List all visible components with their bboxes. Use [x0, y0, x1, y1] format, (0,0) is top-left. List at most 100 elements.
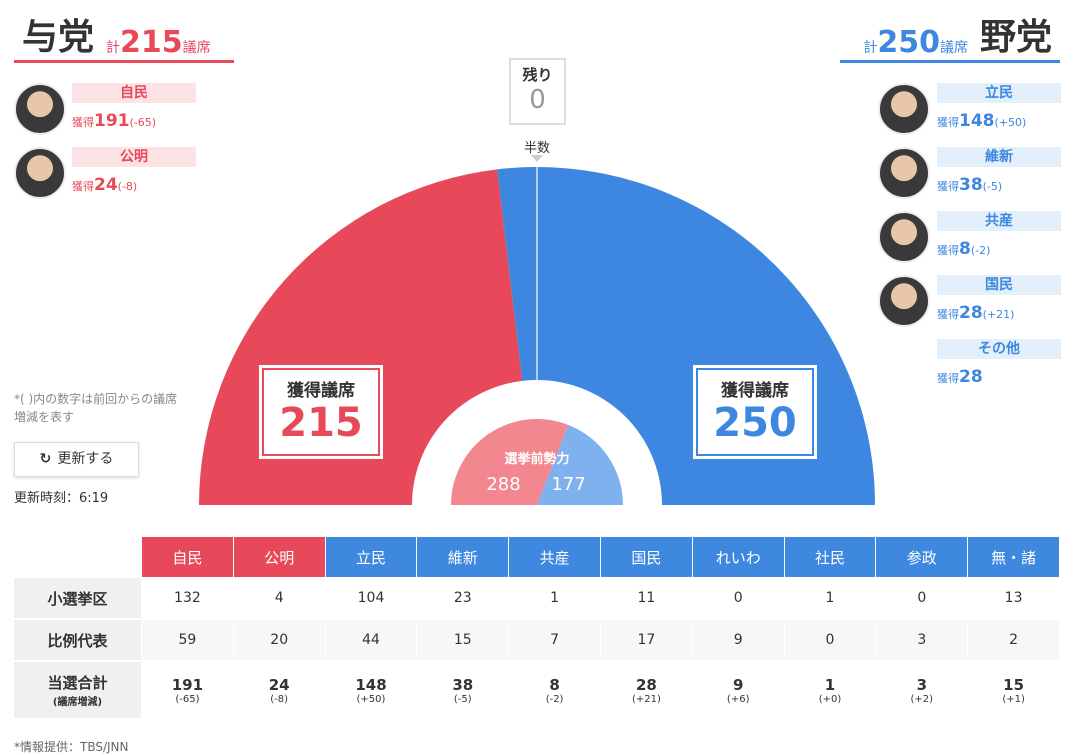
cell-value: 3 — [916, 675, 927, 694]
cell-value: 148 — [355, 675, 387, 694]
update-button-label: 更新する — [57, 451, 114, 467]
table-cell: 38 (-5) — [417, 662, 509, 718]
remaining-label: 残り — [522, 66, 553, 84]
cell-value: 9 — [732, 675, 744, 694]
gain-label: 獲得 — [937, 308, 959, 321]
party-photo — [878, 275, 930, 327]
gain-label: 獲得 — [72, 116, 94, 129]
cell-change: (+21) — [631, 693, 661, 705]
bloc-label: 野党 — [979, 17, 1052, 58]
table-cell: 23 — [417, 578, 509, 618]
cell-value: 38 — [452, 675, 474, 694]
party-seats: 148 — [959, 111, 995, 131]
row-sublabel: (議席増減) — [52, 697, 103, 708]
gain-label: 獲得 — [72, 180, 94, 193]
cell-value: 17 — [637, 632, 656, 648]
pre-election-label: 選挙前勢力 — [504, 452, 570, 467]
party-name: 自民 — [72, 83, 196, 103]
bloc-label: 与党 — [22, 17, 95, 58]
cell-change: (+2) — [910, 693, 934, 705]
table-header: 公明 — [233, 537, 325, 577]
cell-value: 132 — [174, 590, 201, 606]
cell-value: 28 — [635, 675, 657, 694]
cell-value: 15 — [453, 632, 472, 648]
table-cell: 13 — [968, 578, 1059, 618]
party-change: (-65) — [129, 116, 157, 129]
majority-label: 半数 — [523, 141, 550, 156]
cell-value: 3 — [917, 632, 927, 648]
gain-label: 獲得 — [937, 180, 959, 193]
cell-change: (-5) — [453, 693, 472, 705]
update-button[interactable]: ↻ 更新する — [14, 442, 139, 477]
party-seats: 24 — [94, 175, 118, 195]
party-name: 国民 — [937, 275, 1061, 295]
cell-change: (-8) — [270, 693, 289, 705]
table-header: 国民 — [601, 537, 692, 577]
header-ruling: 与党 計215議席 — [14, 4, 234, 63]
table-cell: 104 — [325, 578, 417, 618]
row-label: 当選合計 (議席増減) — [14, 662, 141, 718]
table-cell: 59 — [142, 620, 233, 660]
seat-box-label: 獲得議席 — [287, 381, 355, 401]
table-cell: 0 — [876, 578, 968, 618]
table-cell: 17 — [601, 620, 692, 660]
party-change: (-8) — [117, 180, 138, 193]
cell-change: (+0) — [818, 693, 842, 705]
table-cell: 9 (+6) — [692, 662, 784, 718]
cell-value: 20 — [270, 632, 289, 648]
party-change: (-2) — [970, 244, 991, 257]
party-name: 公明 — [72, 147, 196, 167]
total-value: 250 — [877, 25, 940, 60]
party-result: 獲得28 — [937, 367, 983, 387]
cell-value: 15 — [1003, 675, 1025, 694]
party-result: 獲得24(-8) — [72, 175, 137, 195]
cell-change: (+50) — [356, 693, 386, 705]
party-change: (-5) — [982, 180, 1003, 193]
remaining-value: 0 — [529, 85, 546, 115]
party-photo — [878, 83, 930, 135]
pre-election-opposition: 177 — [551, 474, 586, 495]
table-cell: 4 — [233, 578, 325, 618]
party-change: (+21) — [982, 308, 1015, 321]
cell-value: 1 — [824, 675, 836, 694]
table-cell: 132 — [142, 578, 233, 618]
majority-marker — [531, 155, 543, 162]
seat-box-value: 250 — [713, 400, 797, 446]
cell-value: 8 — [549, 675, 560, 694]
pre-election-ruling: 288 — [486, 474, 521, 495]
cell-value: 191 — [171, 675, 204, 694]
total-line: 計250議席 — [863, 25, 968, 60]
total-prefix: 計 — [863, 40, 878, 56]
table-cell: 3 — [876, 620, 968, 660]
cell-value: 23 — [453, 590, 472, 606]
table-cell: 3 (+2) — [876, 662, 968, 718]
gain-label: 獲得 — [937, 244, 959, 257]
gain-label: 獲得 — [937, 372, 959, 385]
row-label-text: 小選挙区 — [47, 589, 108, 608]
table-cell: 0 — [784, 620, 876, 660]
party-photo — [14, 83, 66, 135]
cell-change: (-2) — [545, 693, 564, 705]
total-suffix: 議席 — [939, 40, 968, 56]
table-header: 共産 — [509, 537, 600, 577]
table-cell: 1 — [784, 578, 876, 618]
table-cell: 7 — [509, 620, 600, 660]
party-result: 獲得38(-5) — [937, 175, 1002, 195]
party-result: 獲得148(+50) — [937, 111, 1026, 131]
seat-box: 獲得議席 215 — [259, 365, 383, 459]
party-seats: 8 — [959, 239, 971, 259]
seat-box: 獲得議席 250 — [693, 365, 817, 459]
party-change: (+50) — [994, 116, 1027, 129]
cell-change: (-65) — [175, 693, 200, 705]
table-cell: 24 (-8) — [233, 662, 325, 718]
table-cell: 28 (+21) — [601, 662, 692, 718]
row-label: 比例代表 — [14, 620, 141, 660]
table-header: 社民 — [784, 537, 876, 577]
table-header: 参政 — [876, 537, 968, 577]
row-label-text: 比例代表 — [47, 631, 108, 650]
party-photo — [14, 147, 66, 199]
total-value: 215 — [120, 25, 183, 60]
table-header: 無・諸 — [968, 537, 1059, 577]
party-photo — [878, 147, 930, 199]
